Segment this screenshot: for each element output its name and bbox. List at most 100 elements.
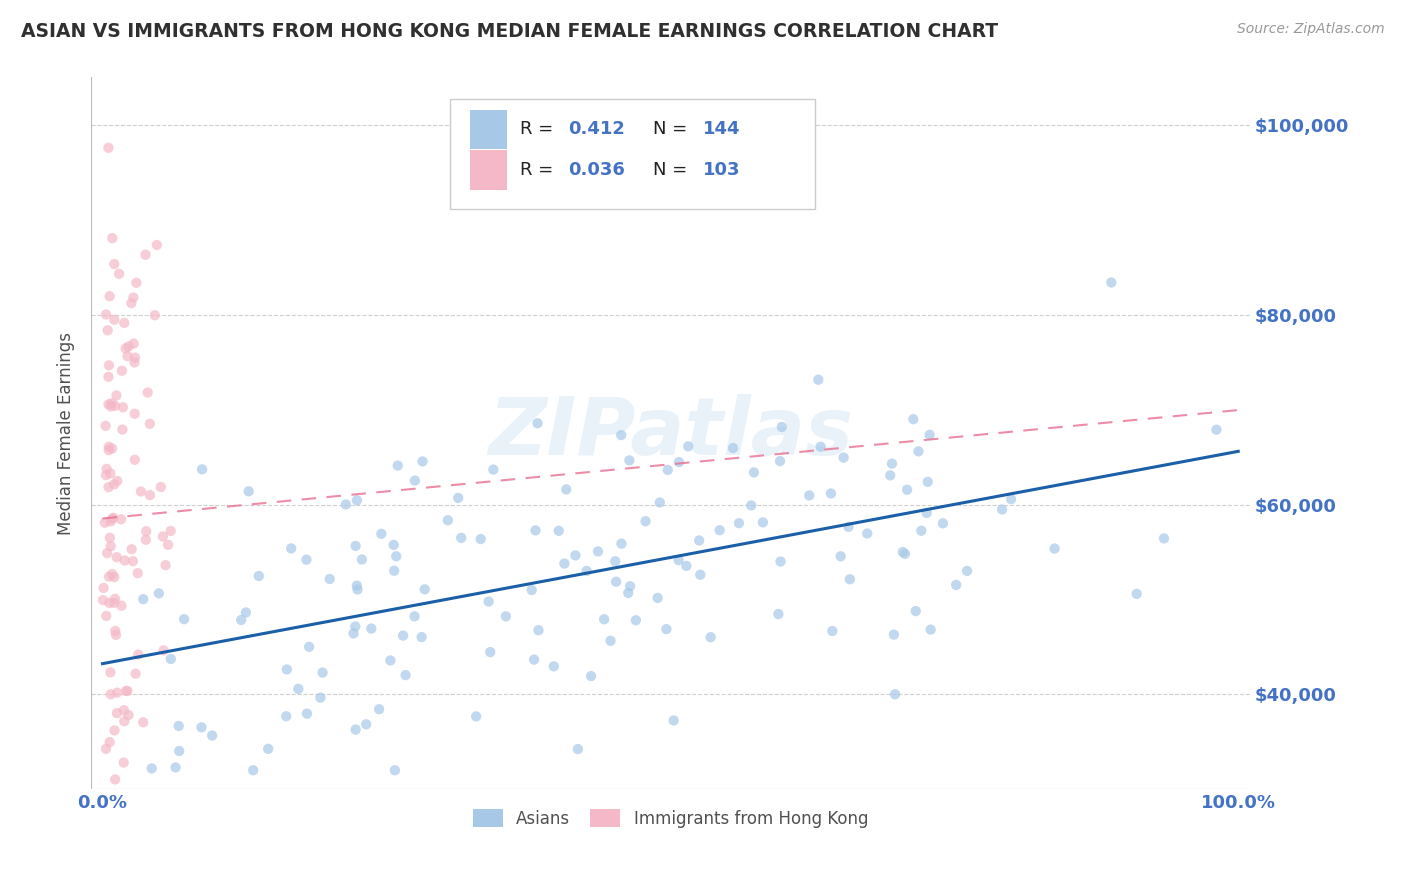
Point (709, 523, 731, 537)
Point (118, 801, 141, 815)
Point (122, 554, 145, 568)
Point (465, 709, 488, 723)
Point (344, 619, 367, 633)
Point (610, 428, 633, 442)
Point (111, 364, 134, 378)
Point (129, 484, 152, 499)
Point (385, 549, 408, 564)
Text: ASIAN VS IMMIGRANTS FROM HONG KONG MEDIAN FEMALE EARNINGS CORRELATION CHART: ASIAN VS IMMIGRANTS FROM HONG KONG MEDIA… (21, 22, 998, 41)
Point (148, 586, 170, 600)
Point (856, 526, 879, 541)
Point (991, 502, 1014, 516)
Point (884, 687, 907, 701)
Point (768, 607, 790, 621)
Point (799, 488, 821, 502)
Point (124, 355, 146, 369)
Point (98, 596, 121, 610)
Point (810, 440, 832, 454)
Point (111, 423, 134, 437)
Point (103, 257, 125, 271)
Point (159, 524, 181, 538)
Point (97, 443, 120, 458)
Point (96, 462, 118, 476)
Point (647, 591, 669, 605)
Point (135, 533, 157, 547)
Point (610, 536, 633, 550)
Point (956, 564, 979, 578)
Point (103, 570, 125, 584)
Point (344, 723, 367, 737)
Point (165, 760, 187, 774)
Point (104, 591, 127, 606)
Point (699, 630, 721, 644)
Point (879, 468, 901, 483)
Point (689, 567, 711, 582)
Point (830, 549, 852, 564)
Point (118, 801, 141, 815)
Point (311, 665, 333, 680)
Point (276, 662, 298, 676)
Point (276, 709, 298, 723)
FancyBboxPatch shape (470, 151, 508, 189)
Point (110, 599, 132, 613)
Point (100, 514, 122, 528)
Point (103, 511, 125, 525)
Point (100, 539, 122, 553)
Point (380, 653, 402, 667)
Point (298, 640, 321, 654)
Point (478, 594, 501, 608)
Point (617, 586, 640, 600)
Point (257, 741, 280, 756)
Point (382, 564, 405, 578)
Point (648, 495, 671, 509)
Point (634, 514, 657, 528)
Text: 103: 103 (703, 161, 741, 179)
Point (96, 609, 118, 624)
Point (111, 401, 134, 415)
Point (173, 612, 195, 626)
Text: R =: R = (520, 120, 558, 138)
Point (295, 706, 318, 721)
Point (350, 552, 373, 566)
Point (124, 351, 146, 365)
Point (115, 684, 138, 698)
Point (575, 564, 598, 578)
Point (945, 578, 967, 592)
Point (238, 484, 260, 499)
Point (190, 720, 212, 734)
Point (387, 458, 409, 473)
Point (114, 553, 136, 567)
Point (152, 643, 174, 657)
Point (346, 493, 368, 508)
Point (146, 238, 169, 252)
Point (112, 703, 135, 717)
Point (619, 579, 641, 593)
Point (668, 553, 690, 567)
Point (105, 628, 128, 642)
Point (157, 538, 180, 552)
Point (112, 756, 135, 770)
Point (392, 629, 415, 643)
Point (93, 581, 115, 595)
Point (624, 613, 647, 627)
Y-axis label: Median Female Earnings: Median Female Earnings (58, 332, 75, 535)
Point (142, 801, 165, 815)
Point (413, 582, 436, 597)
Point (742, 466, 765, 480)
Point (124, 666, 146, 681)
Point (605, 574, 627, 589)
Point (728, 516, 751, 530)
Point (619, 453, 641, 467)
Point (820, 486, 842, 500)
Point (832, 450, 855, 465)
Point (837, 520, 859, 534)
Point (247, 569, 270, 583)
Point (655, 622, 678, 636)
Point (103, 312, 125, 326)
Point (98, 289, 121, 303)
Point (104, 399, 127, 413)
Point (149, 480, 172, 494)
Point (242, 763, 264, 777)
Point (97, 323, 120, 337)
Point (1125, 587, 1147, 601)
